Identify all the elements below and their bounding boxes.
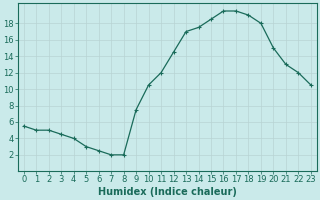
X-axis label: Humidex (Indice chaleur): Humidex (Indice chaleur) — [98, 187, 237, 197]
